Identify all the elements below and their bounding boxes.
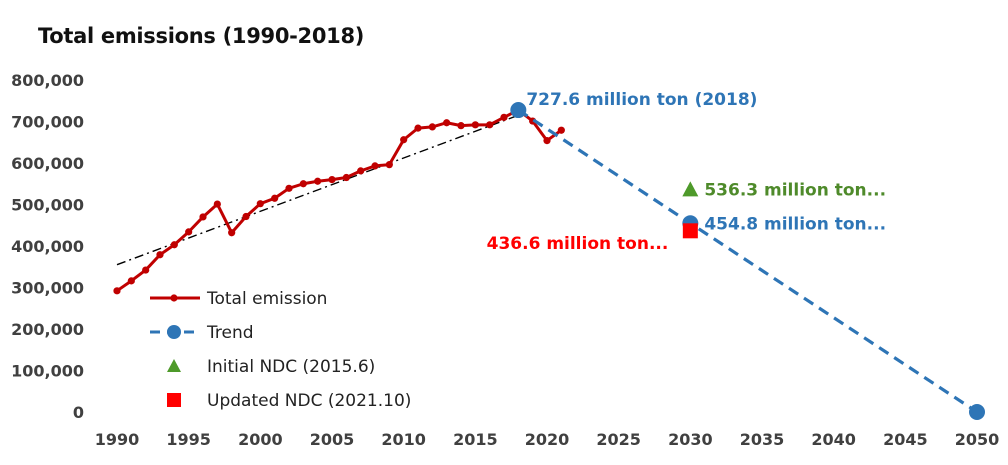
total-emission-point	[170, 241, 178, 249]
annotation-updated-ndc: 436.6 million ton...	[487, 234, 669, 254]
legend-updated-ndc-marker	[167, 393, 181, 407]
x-tick-label: 2050	[955, 430, 1000, 449]
x-tick-label: 1995	[166, 430, 211, 449]
total-emission-point	[314, 177, 322, 185]
x-tick-label: 2020	[525, 430, 570, 449]
total-emission-point	[414, 124, 422, 132]
y-tick-label: 600,000	[11, 154, 84, 173]
total-emission-point	[486, 121, 494, 129]
legend-initial-ndc-marker	[167, 359, 181, 372]
legend-total-dot	[170, 294, 178, 302]
x-tick-label: 2025	[596, 430, 641, 449]
y-tick-label: 800,000	[11, 71, 84, 90]
linear-trend-line	[116, 114, 519, 266]
total-emission-point	[543, 136, 551, 145]
total-emission-point	[385, 161, 393, 169]
total-emission-point	[371, 162, 379, 170]
trend-point	[969, 404, 985, 420]
x-tick-label: 1990	[95, 430, 140, 449]
x-tick-label: 2035	[740, 430, 785, 449]
trend-point	[510, 102, 527, 119]
x-tick-label: 2010	[381, 430, 426, 449]
total-emission-point	[113, 287, 121, 295]
total-emission-point	[271, 194, 279, 202]
y-tick-label: 500,000	[11, 196, 84, 215]
x-tick-label: 2040	[811, 430, 856, 449]
y-tick-label: 700,000	[11, 113, 84, 132]
legend: Total emission Trend Initial NDC (2015.6) U…	[150, 289, 411, 411]
total-emission-point	[127, 277, 135, 285]
total-emission-point	[213, 200, 221, 208]
total-emission-point	[185, 228, 193, 236]
x-tick-label: 2000	[238, 430, 283, 449]
total-emission-point	[357, 167, 365, 175]
total-emission-point	[428, 123, 436, 131]
total-emission-point	[557, 126, 565, 134]
x-tick-label: 2005	[310, 430, 355, 449]
annotation-2018-value: 727.6 million ton (2018)	[526, 90, 757, 110]
legend-label: Trend	[206, 323, 254, 343]
trend-line	[517, 108, 978, 414]
y-tick-label: 100,000	[11, 362, 84, 381]
total-emission-point	[228, 229, 236, 237]
annotation-trend-2030: 454.8 million ton...	[704, 214, 886, 234]
series-layer	[113, 102, 985, 420]
total-emission-point	[342, 173, 350, 182]
total-emission-point	[328, 176, 336, 184]
x-tick-label: 2045	[883, 430, 928, 449]
total-emission-point	[400, 136, 408, 144]
legend-trend-dot	[167, 325, 181, 339]
initial-ndc-marker	[682, 181, 699, 197]
x-tick-label: 2015	[453, 430, 498, 449]
legend-label: Initial NDC (2015.6)	[207, 357, 375, 377]
updated-ndc-marker	[682, 223, 698, 239]
y-tick-label: 200,000	[11, 320, 84, 339]
total-emission-point	[156, 251, 164, 259]
total-emission-point	[142, 266, 150, 274]
total-emission-point	[443, 119, 451, 127]
annotation-initial-ndc: 536.3 million ton...	[704, 180, 886, 200]
x-tick-label: 2030	[668, 430, 713, 449]
y-tick-label: 0	[73, 403, 84, 422]
y-tick-label: 300,000	[11, 279, 84, 298]
total-emission-point	[285, 184, 293, 192]
total-emission-point	[256, 200, 264, 208]
total-emission-point	[471, 121, 479, 129]
total-emission-line	[116, 108, 563, 293]
total-emission-point	[500, 113, 508, 121]
total-emission-point	[299, 180, 307, 188]
total-emission-point	[457, 122, 465, 130]
chart-title: Total emissions (1990-2018)	[38, 24, 365, 48]
y-axis: 0 100,000 200,000 300,000 400,000 500,000 600,…	[11, 71, 84, 422]
x-axis: 1990 1995 2000 2005 2010 2015 2020 2025 2030 2035…	[95, 430, 1000, 449]
y-tick-label: 400,000	[11, 237, 84, 256]
total-emission-point	[242, 212, 250, 221]
annotation-layer: 727.6 million ton (2018) 536.3 million to…	[487, 90, 886, 254]
total-emission-point	[199, 213, 207, 221]
legend-label: Updated NDC (2021.10)	[207, 391, 411, 411]
legend-label: Total emission	[206, 289, 327, 309]
